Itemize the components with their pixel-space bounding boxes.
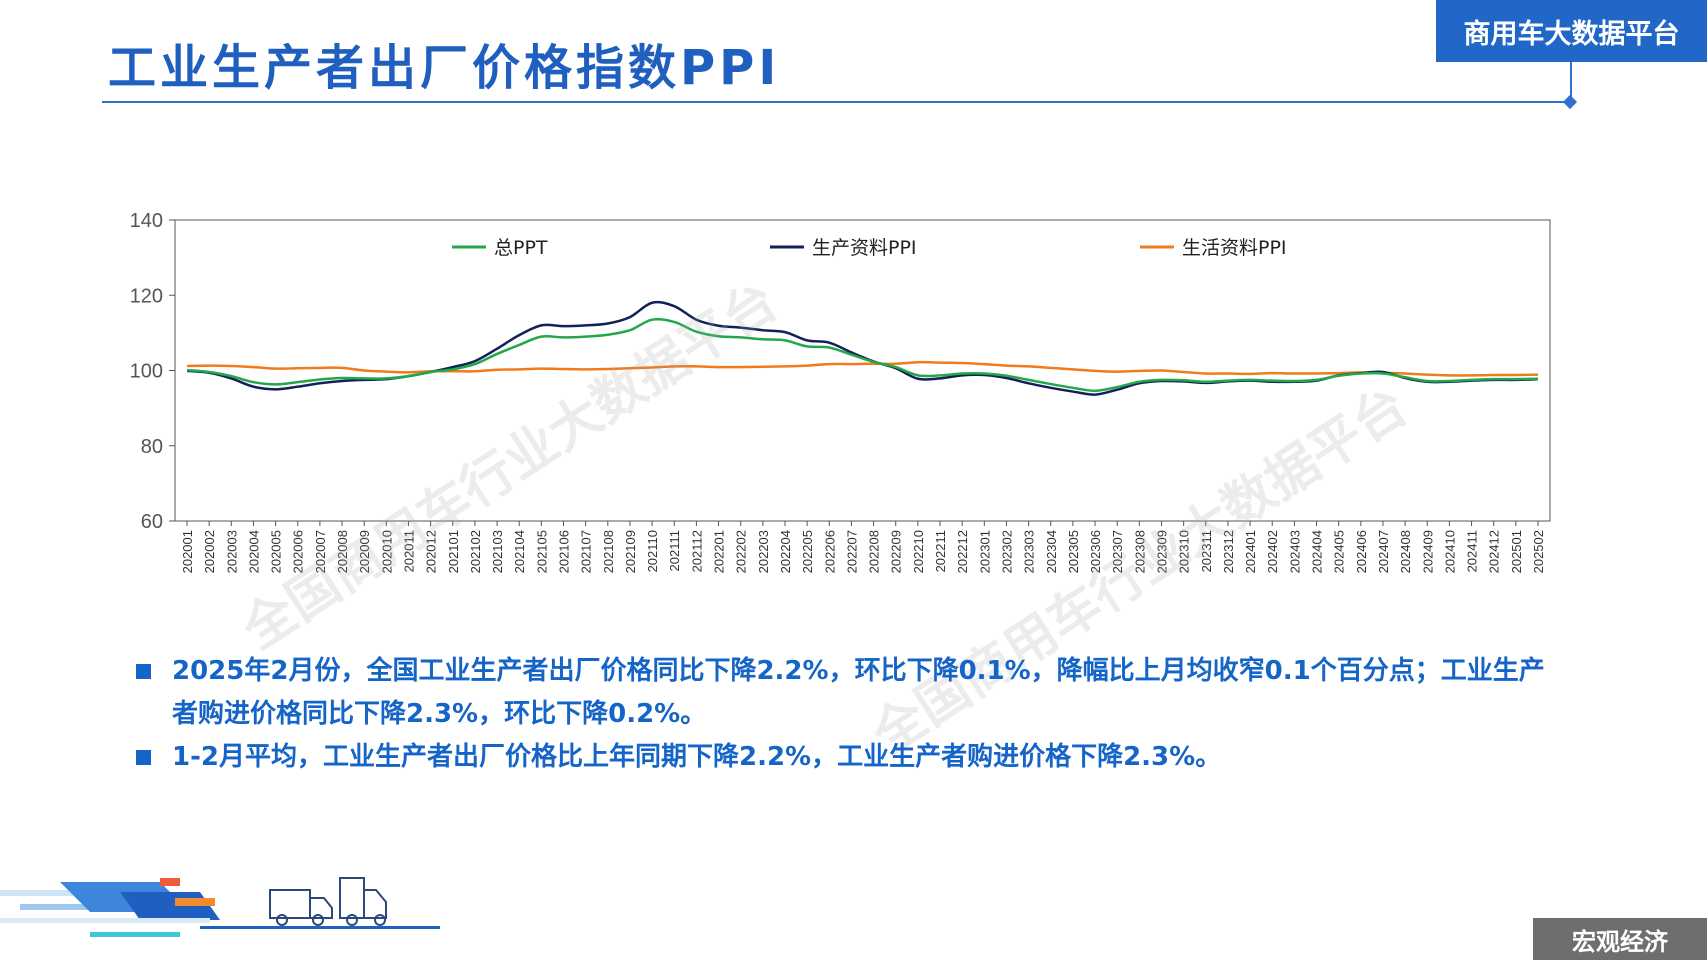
bullet-square-icon: [136, 664, 151, 679]
x-tick-label: 202111: [667, 530, 682, 571]
x-tick-label: 202008: [335, 530, 350, 573]
x-tick-label: 202207: [844, 530, 859, 573]
x-tick-label: 202007: [313, 530, 328, 573]
x-tick-label: 202208: [867, 530, 882, 573]
series-line-2: [186, 360, 1539, 377]
summary-bullets: 2025年2月份，全国工业生产者出厂价格同比下降2.2%，环比下降0.1%，降幅…: [132, 650, 1562, 779]
x-tick-label: 202408: [1398, 530, 1413, 573]
x-tick-label: 202302: [999, 530, 1014, 573]
x-tick-label: 202410: [1442, 530, 1457, 573]
section-tag: 宏观经济: [1533, 918, 1707, 960]
x-tick-label: 202012: [424, 530, 439, 573]
bullet-square-icon: [136, 750, 151, 765]
summary-bullet-2: 1-2月平均，工业生产者出厂价格比上年同期下降2.2%，工业生产者购进价格下降2…: [132, 736, 1562, 779]
x-tick-label: 202210: [911, 530, 926, 573]
x-tick-label: 202204: [778, 530, 793, 573]
x-tick-label: 202212: [955, 530, 970, 573]
x-tick-label: 202309: [1154, 530, 1169, 573]
legend-label-1: 生产资料PPI: [812, 237, 917, 259]
y-axis: 60 80 100 120 140: [130, 210, 175, 533]
series-line-0: [186, 317, 1539, 393]
x-tick-label: 202407: [1376, 530, 1391, 573]
x-tick-label: 202011: [401, 530, 416, 572]
x-tick-label: 202409: [1420, 530, 1435, 573]
x-tick-label: 202306: [1088, 530, 1103, 573]
x-tick-label: 202102: [468, 530, 483, 573]
x-tick-label: 202209: [889, 530, 904, 573]
x-tick-label: 202402: [1265, 530, 1280, 573]
y-tick-label: 140: [130, 210, 163, 232]
x-tick-label: 202112: [689, 530, 704, 572]
x-tick-label: 202312: [1221, 530, 1236, 573]
x-tick-label: 202003: [224, 530, 239, 573]
x-tick-label: 202310: [1177, 530, 1192, 573]
x-tick-label: 202006: [291, 530, 306, 573]
series-line-1: [186, 300, 1539, 396]
x-tick-label: 202502: [1531, 530, 1546, 573]
x-tick-label: 202206: [822, 530, 837, 573]
x-axis: 202001 202002 202003 202004 202005 202006 2020…: [180, 521, 1546, 573]
x-tick-label: 202311: [1199, 530, 1214, 572]
x-tick-label: 202305: [1066, 530, 1081, 573]
brand-connector: [1570, 62, 1572, 102]
x-tick-label: 202002: [202, 530, 217, 573]
x-tick-label: 202108: [601, 530, 616, 573]
y-tick-label: 80: [141, 436, 163, 458]
x-tick-label: 202201: [712, 530, 727, 573]
page-title: 工业生产者出厂价格指数PPI: [108, 40, 781, 96]
x-tick-label: 202101: [446, 530, 461, 573]
y-tick-label: 60: [141, 511, 163, 533]
brand-badge: 商用车大数据平台: [1436, 0, 1707, 62]
truck-decoration-icon: [0, 877, 440, 937]
summary-bullet-1-text: 2025年2月份，全国工业生产者出厂价格同比下降2.2%，环比下降0.1%，降幅…: [172, 656, 1545, 729]
series-lines: [186, 300, 1539, 396]
title-divider: [102, 101, 1572, 103]
legend: 总PPT 生产资料PPI 生活资料PPI: [452, 237, 1287, 259]
x-tick-label: 202211: [933, 530, 948, 572]
x-tick-label: 202106: [557, 530, 572, 573]
x-tick-label: 202203: [756, 530, 771, 573]
x-tick-label: 202304: [1044, 530, 1059, 573]
x-tick-label: 202303: [1022, 530, 1037, 573]
x-tick-label: 202411: [1465, 530, 1480, 572]
summary-bullet-2-text: 1-2月平均，工业生产者出厂价格比上年同期下降2.2%，工业生产者购进价格下降2…: [172, 742, 1222, 772]
x-tick-label: 202103: [490, 530, 505, 573]
x-tick-label: 202307: [1110, 530, 1125, 573]
summary-bullet-1: 2025年2月份，全国工业生产者出厂价格同比下降2.2%，环比下降0.1%，降幅…: [132, 650, 1562, 736]
x-tick-label: 202403: [1287, 530, 1302, 573]
x-tick-label: 202001: [180, 530, 195, 573]
x-tick-label: 202005: [269, 530, 284, 573]
x-tick-label: 202104: [512, 530, 527, 573]
x-tick-label: 202205: [800, 530, 815, 573]
x-tick-label: 202301: [977, 530, 992, 573]
x-tick-label: 202501: [1509, 530, 1524, 573]
x-tick-label: 202412: [1487, 530, 1502, 573]
x-tick-label: 202105: [534, 530, 549, 573]
x-tick-label: 202405: [1332, 530, 1347, 573]
y-tick-label: 100: [130, 361, 163, 383]
legend-label-0: 总PPT: [494, 237, 548, 259]
x-tick-label: 202004: [246, 530, 261, 573]
x-tick-label: 202110: [645, 530, 660, 572]
x-tick-label: 202107: [579, 530, 594, 573]
x-tick-label: 202404: [1310, 530, 1325, 573]
x-tick-label: 202202: [734, 530, 749, 573]
x-tick-label: 202009: [357, 530, 372, 573]
legend-label-2: 生活资料PPI: [1182, 237, 1287, 259]
x-tick-label: 202308: [1132, 530, 1147, 573]
x-tick-label: 202401: [1243, 530, 1258, 573]
x-tick-label: 202010: [379, 530, 394, 573]
y-tick-label: 120: [130, 285, 163, 307]
x-tick-label: 202109: [623, 530, 638, 573]
x-tick-label: 202406: [1354, 530, 1369, 573]
